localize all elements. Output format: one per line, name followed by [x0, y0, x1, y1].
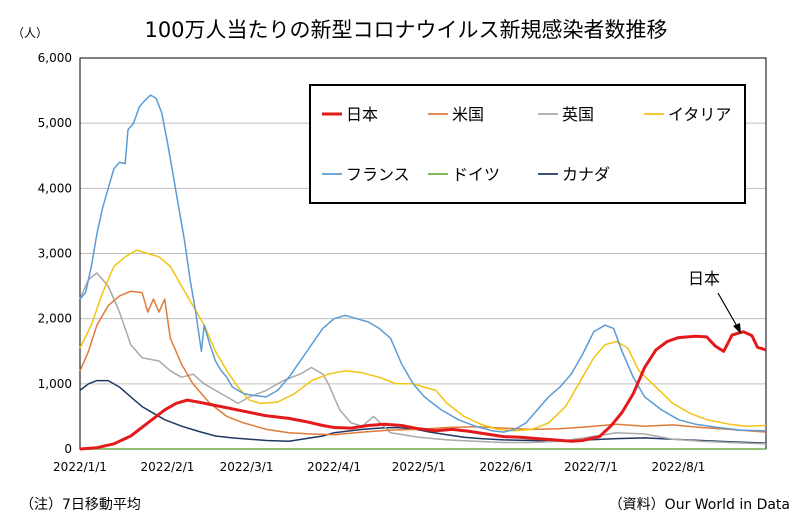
series-line	[79, 330, 767, 451]
x-tick-label: 2022/1/1	[53, 460, 107, 474]
series-line	[79, 249, 767, 432]
legend-label: カナダ	[562, 165, 610, 184]
x-tick-label: 2022/7/1	[564, 460, 618, 474]
annotation-arrow	[717, 292, 739, 329]
legend-label: イタリア	[668, 105, 731, 124]
x-tick-label: 2022/2/1	[141, 460, 195, 474]
series-line	[79, 290, 767, 436]
legend-label: 日本	[346, 105, 378, 124]
x-tick-label: 2022/3/1	[220, 460, 274, 474]
series-line	[79, 94, 767, 433]
y-tick-label: 0	[64, 442, 72, 456]
annotation-arrowhead	[733, 323, 741, 334]
y-tick-label: 4,000	[38, 181, 72, 195]
annotation: 日本	[688, 269, 741, 334]
series-line	[79, 379, 767, 444]
x-tick-label: 2022/6/1	[479, 460, 533, 474]
y-tick-label: 3,000	[38, 247, 72, 261]
x-tick-label: 2022/4/1	[307, 460, 361, 474]
x-tick-label: 2022/5/1	[392, 460, 446, 474]
legend-label: 米国	[452, 105, 484, 124]
y-unit-label: （人）	[12, 26, 48, 40]
y-axis-ticks: 0 1,000 2,000 3,000 4,000 5,000 6,000	[38, 51, 72, 456]
footnote: （注）7日移動平均	[20, 497, 141, 513]
y-tick-label: 2,000	[38, 312, 72, 326]
chart-title: 100万人当たりの新型コロナウイルス新規感染者数推移	[144, 18, 667, 42]
source-credit: （資料）Our World in Data	[608, 497, 790, 513]
y-tick-label: 5,000	[38, 116, 72, 130]
series-line	[79, 272, 767, 445]
legend-label: ドイツ	[452, 165, 500, 184]
y-tick-label: 1,000	[38, 377, 72, 391]
series-lines	[79, 94, 767, 451]
legend-label: フランス	[346, 165, 410, 184]
legend-box	[309, 84, 746, 204]
legend-label: 英国	[562, 105, 594, 124]
y-tick-label: 6,000	[38, 51, 72, 65]
annotation-label: 日本	[688, 269, 720, 288]
x-tick-label: 2022/8/1	[652, 460, 706, 474]
x-axis-ticks: 2022/1/1 2022/2/1 2022/3/1 2022/4/1 2022/5/1…	[53, 460, 705, 474]
